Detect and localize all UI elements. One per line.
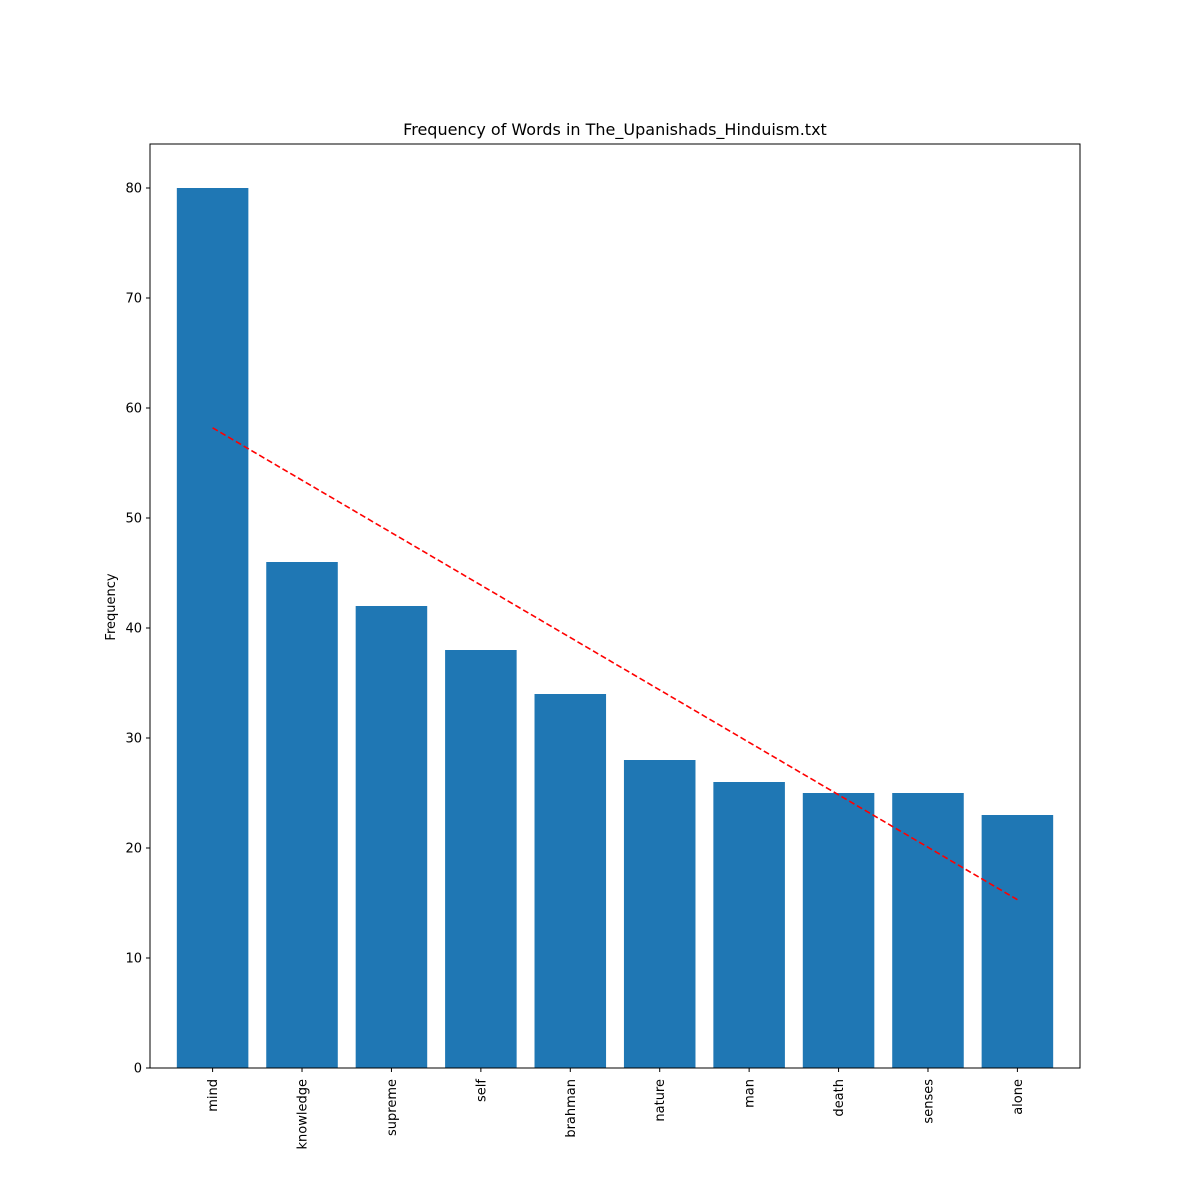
- x-axis: mind knowledge supreme self brahman nature man…: [206, 1068, 1026, 1149]
- y-axis-label: Frequency: [104, 573, 119, 640]
- x-tick-label-self: self: [474, 1079, 489, 1102]
- bar-mind: [176, 188, 249, 1068]
- bar-death: [802, 793, 875, 1068]
- bar-self: [445, 650, 517, 1068]
- x-tick-label-man: man: [743, 1079, 758, 1108]
- y-tick-label: 60: [125, 402, 142, 417]
- y-tick-label: 10: [125, 952, 142, 967]
- x-tick-label-nature: nature: [653, 1079, 668, 1122]
- y-tick-label: 80: [125, 182, 142, 197]
- x-tick-label-brahman: brahman: [564, 1079, 579, 1138]
- x-tick-label-death: death: [832, 1079, 847, 1117]
- x-tick-label-mind: mind: [206, 1079, 221, 1112]
- y-tick-label: 30: [125, 732, 142, 747]
- plot-frame: [149, 143, 1081, 1069]
- bar-nature: [623, 760, 696, 1068]
- y-tick-label: 20: [125, 842, 142, 857]
- trend-line: [212, 427, 1018, 901]
- y-tick-label: 40: [125, 622, 142, 637]
- y-tick-label: 50: [125, 512, 142, 527]
- y-tick-label: 0: [134, 1062, 142, 1077]
- x-tick-label-senses: senses: [921, 1079, 936, 1124]
- bars-group: [176, 188, 1054, 1068]
- x-tick-label-alone: alone: [1011, 1079, 1026, 1115]
- y-tick-label: 70: [125, 292, 142, 307]
- trend-line-group: [212, 427, 1018, 901]
- bar-supreme: [355, 606, 428, 1068]
- bar-man: [713, 782, 785, 1068]
- bar-brahman: [534, 694, 607, 1068]
- bar-knowledge: [266, 562, 338, 1068]
- bar-senses: [892, 793, 964, 1068]
- chart-title: Frequency of Words in The_Upanishads_Hin…: [403, 120, 827, 140]
- bar-alone: [981, 815, 1054, 1068]
- x-tick-label-supreme: supreme: [385, 1079, 400, 1136]
- y-axis: 0 10 20 30 40 50 60 70 80: [125, 182, 150, 1077]
- x-tick-label-knowledge: knowledge: [296, 1079, 311, 1149]
